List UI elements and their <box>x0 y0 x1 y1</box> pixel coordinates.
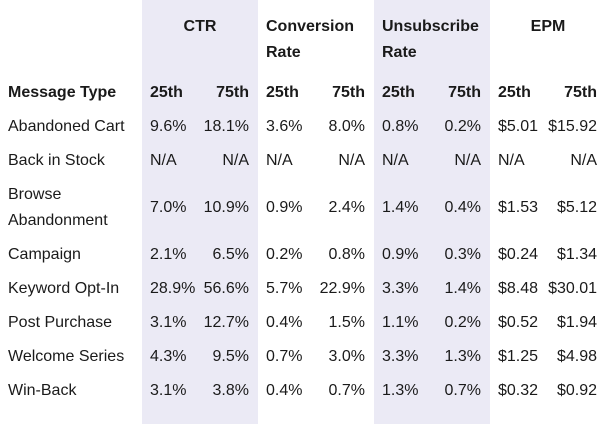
cell-value: 0.4% <box>266 382 303 399</box>
cell-value: 1.3% <box>382 382 419 399</box>
row-label: Browse Abandonment <box>8 186 108 229</box>
cell-value: 1.1% <box>382 314 419 331</box>
cell-value: 9.5% <box>212 348 249 365</box>
group-header: Unsubscribe Rate <box>382 18 479 61</box>
cell-value: $0.52 <box>498 314 539 331</box>
cell-value: $1.34 <box>556 246 597 263</box>
cell-value: 2.1% <box>150 246 187 263</box>
cell-value: N/A <box>498 152 525 169</box>
cell-value: 0.2% <box>266 246 303 263</box>
row-label: Back in Stock <box>8 152 105 169</box>
cell-value: N/A <box>150 152 177 169</box>
row-label: Abandoned Cart <box>8 118 125 135</box>
cell-value: 9.6% <box>150 118 187 135</box>
cell-value: 0.4% <box>266 314 303 331</box>
cell-value: 6.5% <box>212 246 249 263</box>
group-header: Conversion Rate <box>266 18 355 61</box>
cell-value: 3.1% <box>150 314 187 331</box>
cell-value: $30.01 <box>548 280 597 297</box>
cell-value: 28.9% <box>150 280 196 297</box>
group-header: CTR <box>183 18 217 35</box>
cell-value: $1.25 <box>498 348 539 365</box>
cell-value: $15.92 <box>548 118 597 135</box>
cell-value: 1.4% <box>382 199 419 216</box>
cell-value: 3.3% <box>382 280 419 297</box>
cell-value: 0.3% <box>444 246 481 263</box>
cell-value: 56.6% <box>203 280 249 297</box>
header-percentile: 75th <box>448 84 481 101</box>
header-percentile: 25th <box>382 84 415 101</box>
header-percentile: 25th <box>266 84 299 101</box>
cell-value: 12.7% <box>203 314 249 331</box>
cell-value: 3.8% <box>212 382 249 399</box>
cell-value: 3.3% <box>382 348 419 365</box>
column-shade <box>374 0 490 424</box>
header-percentile: 75th <box>216 84 249 101</box>
header-percentile: 25th <box>150 84 183 101</box>
cell-value: 5.7% <box>266 280 303 297</box>
cell-value: 2.4% <box>328 199 365 216</box>
cell-value: 0.8% <box>328 246 365 263</box>
cell-value: 1.5% <box>328 314 365 331</box>
cell-value: $0.32 <box>498 382 539 399</box>
row-label: Post Purchase <box>8 314 113 331</box>
header-percentile: 25th <box>498 84 531 101</box>
cell-value: $4.98 <box>556 348 597 365</box>
cell-value: N/A <box>222 152 249 169</box>
cell-value: N/A <box>454 152 481 169</box>
cell-value: 1.4% <box>444 280 481 297</box>
cell-value: 8.0% <box>328 118 365 135</box>
cell-value: 0.2% <box>444 314 481 331</box>
cell-value: $0.92 <box>556 382 597 399</box>
row-label: Win-Back <box>8 382 77 399</box>
cell-value: 0.2% <box>444 118 481 135</box>
cell-value: $1.53 <box>498 199 539 216</box>
cell-value: $1.94 <box>556 314 597 331</box>
cell-value: 0.7% <box>444 382 481 399</box>
cell-value: 3.0% <box>328 348 365 365</box>
cell-value: 0.9% <box>382 246 419 263</box>
cell-value: 0.4% <box>444 199 481 216</box>
row-label: Keyword Opt-In <box>8 280 120 297</box>
cell-value: 3.6% <box>266 118 303 135</box>
cell-value: 7.0% <box>150 199 187 216</box>
cell-value: N/A <box>382 152 409 169</box>
cell-value: 3.1% <box>150 382 187 399</box>
cell-value: $5.12 <box>556 199 597 216</box>
cell-value: N/A <box>266 152 293 169</box>
header-percentile: 75th <box>332 84 365 101</box>
header-percentile: 75th <box>564 84 597 101</box>
cell-value: 22.9% <box>319 280 365 297</box>
cell-value: 10.9% <box>203 199 249 216</box>
cell-value: $8.48 <box>498 280 539 297</box>
cell-value: 4.3% <box>150 348 187 365</box>
header-label: Message Type <box>8 84 117 101</box>
cell-value: N/A <box>338 152 365 169</box>
group-header: EPM <box>530 18 566 35</box>
row-label: Campaign <box>8 246 81 263</box>
cell-value: 1.3% <box>444 348 481 365</box>
cell-value: 0.7% <box>328 382 365 399</box>
cell-value: N/A <box>570 152 597 169</box>
cell-value: $0.24 <box>498 246 539 263</box>
cell-value: 18.1% <box>203 118 249 135</box>
cell-value: 0.9% <box>266 199 303 216</box>
cell-value: 0.7% <box>266 348 303 365</box>
cell-value: 0.8% <box>382 118 419 135</box>
column-shade <box>142 0 258 424</box>
row-label: Welcome Series <box>8 348 125 365</box>
cell-value: $5.01 <box>498 118 539 135</box>
